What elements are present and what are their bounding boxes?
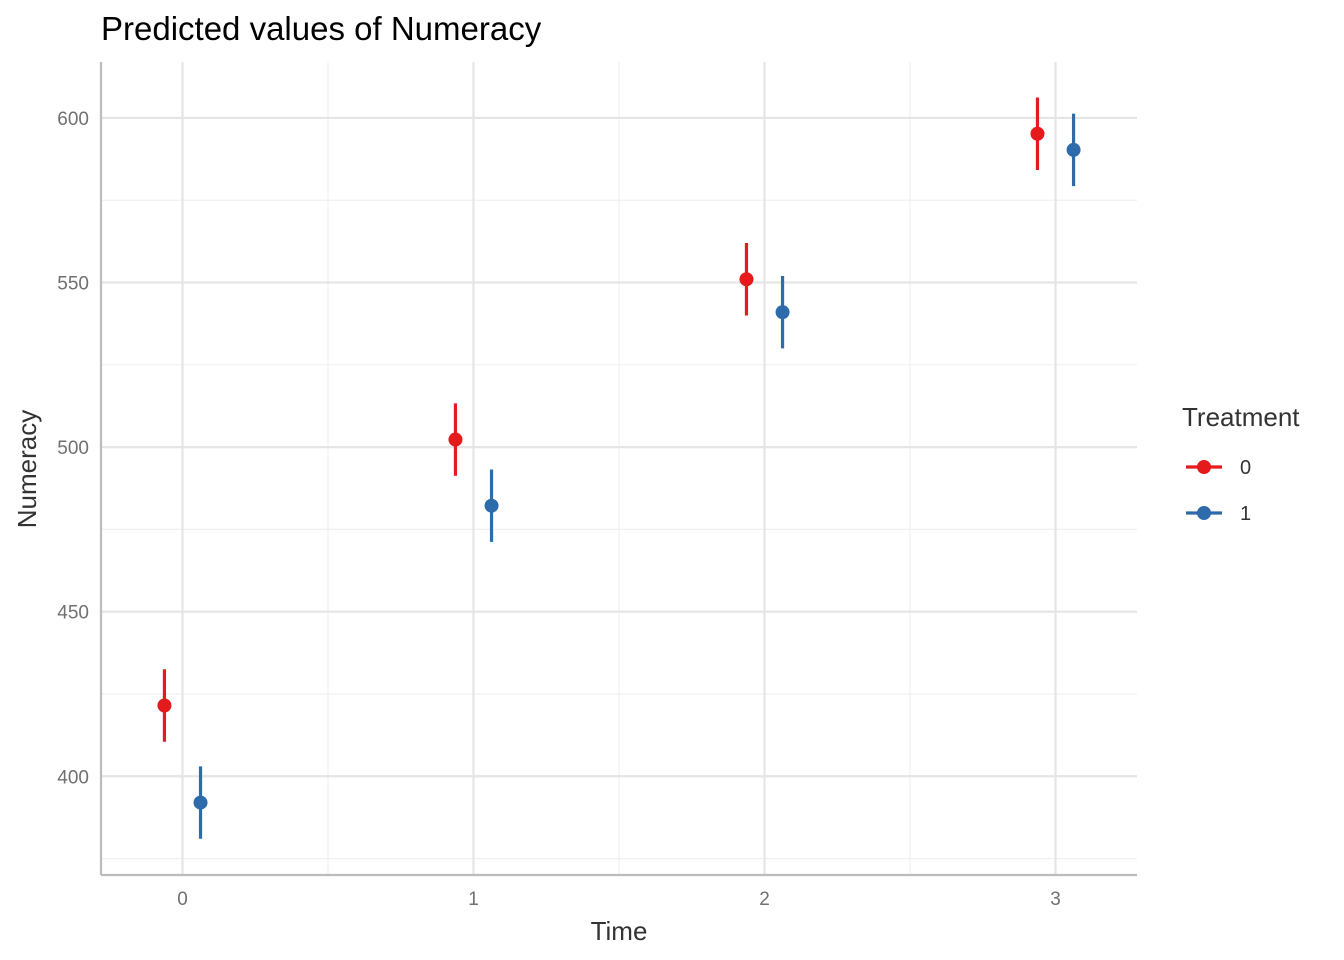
data-point — [484, 498, 499, 513]
y-axis-title: Numeracy — [12, 410, 42, 528]
x-tick-label: 1 — [468, 889, 479, 910]
grid — [101, 62, 1137, 875]
y-tick-label: 550 — [57, 274, 89, 295]
x-tick-labels: 0 1 2 3 — [177, 889, 1061, 910]
legend-items: 01 — [1186, 457, 1251, 525]
y-tick-labels: 400 450 500 550 600 — [57, 109, 89, 788]
legend-item-1: 1 — [1186, 503, 1251, 525]
data-point — [1030, 126, 1045, 141]
chart-title: Predicted values of Numeracy — [101, 10, 542, 47]
x-tick-label: 2 — [759, 889, 770, 910]
series-0 — [157, 97, 1045, 742]
y-tick-label: 450 — [57, 603, 89, 624]
data-point — [739, 272, 754, 287]
data-point — [157, 698, 172, 713]
legend-label: 1 — [1240, 503, 1251, 525]
x-tick-label: 3 — [1050, 889, 1061, 910]
data-point — [1066, 142, 1081, 157]
legend-label: 0 — [1240, 457, 1251, 479]
y-tick-label: 500 — [57, 438, 89, 459]
y-tick-label: 600 — [57, 109, 89, 130]
y-tick-label: 400 — [57, 767, 89, 788]
data-point — [448, 432, 463, 447]
plot-marks — [157, 97, 1081, 839]
legend-key-point — [1197, 460, 1211, 474]
legend: Treatment 01 — [1182, 402, 1300, 525]
legend-item-0: 0 — [1186, 457, 1251, 479]
x-tick-label: 0 — [177, 889, 188, 910]
legend-title: Treatment — [1182, 402, 1300, 432]
x-axis-title: Time — [591, 916, 648, 946]
data-point — [193, 795, 208, 810]
series-1 — [193, 113, 1081, 839]
data-point — [775, 305, 790, 320]
legend-key-point — [1197, 506, 1211, 520]
